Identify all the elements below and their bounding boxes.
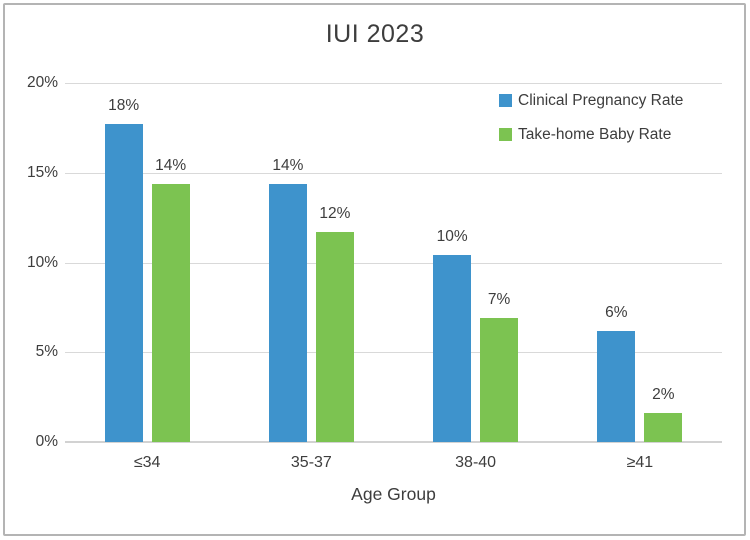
bar-value-label: 12% [319,204,351,222]
bar-value-label: 18% [108,97,140,115]
bar-value-label: 14% [272,156,304,174]
legend: Clinical Pregnancy Rate Take-home Baby R… [499,90,683,145]
bar-clinical-pregnancy-rate [597,330,636,442]
gridline [65,352,722,354]
bar-clinical-pregnancy-rate [104,124,143,442]
legend-swatch-clinical-pregnancy-icon [499,94,512,107]
legend-item: Clinical Pregnancy Rate [499,90,683,111]
bar-take-home-baby-rate [315,231,354,442]
bar-clinical-pregnancy-rate [268,183,307,442]
legend-label: Take-home Baby Rate [518,125,672,143]
x-axis-category-label: ≥41 [626,454,654,471]
bar-value-label: 7% [487,291,511,309]
y-axis-tick-label: 5% [35,343,58,361]
legend-item: Take-home Baby Rate [499,124,683,145]
gridline [65,262,722,264]
y-axis-tick-label: 0% [35,433,58,450]
gridline [65,83,722,84]
chart-frame [3,3,746,536]
y-axis-tick-label: 20% [26,74,58,91]
bar-take-home-baby-rate [644,413,683,442]
x-axis-line [65,441,722,443]
bar-value-label: 14% [155,156,187,174]
x-axis-category-label: 38-40 [455,454,497,471]
bar-take-home-baby-rate [151,183,190,442]
x-axis-category-label: 35-37 [290,454,332,471]
bar-value-label: 6% [605,303,628,321]
y-axis-tick-label: 10% [26,253,58,271]
legend-label: Clinical Pregnancy Rate [518,91,684,109]
bar-value-label: 2% [652,386,675,404]
x-axis-title: Age Group [351,484,436,504]
y-axis-tick-label: 15% [26,163,58,181]
bar-clinical-pregnancy-rate [433,255,472,442]
x-axis-category-label: ≤34 [133,454,161,471]
legend-swatch-take-home-baby-icon [499,128,512,141]
bar-value-label: 10% [436,228,468,246]
gridline [65,172,722,174]
chart-title: IUI 2023 [325,20,425,48]
bar-take-home-baby-rate [480,318,519,442]
